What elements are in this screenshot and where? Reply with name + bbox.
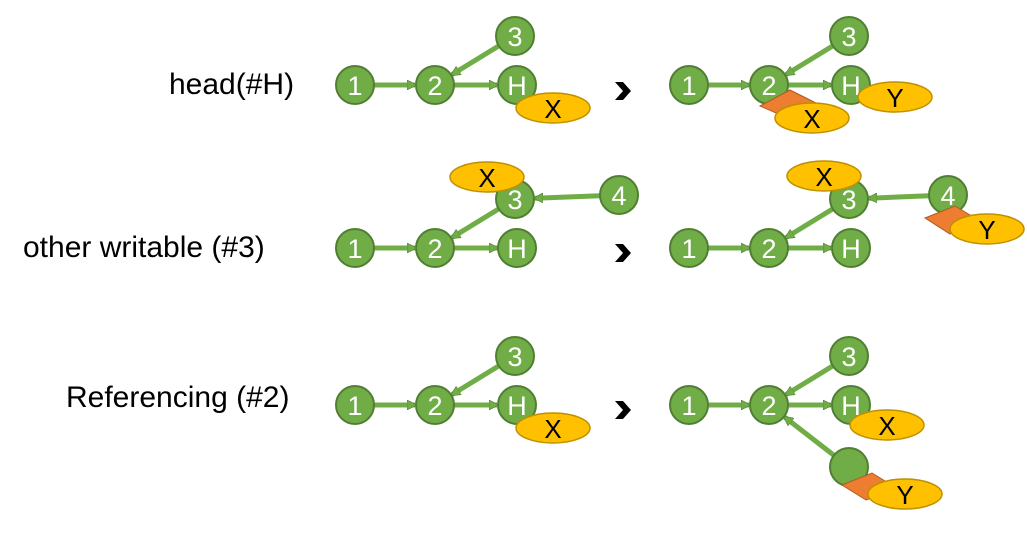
svg-text:2: 2 xyxy=(761,71,776,101)
row3-before-node-h: H xyxy=(497,385,537,425)
row1-before-node-1: 1 xyxy=(335,65,375,105)
svg-text:H: H xyxy=(507,391,527,421)
row3-after-node-2: 2 xyxy=(749,385,789,425)
row3-after-edge-3-2 xyxy=(786,363,835,397)
row-label-other-writable: other writable (#3) xyxy=(23,231,265,264)
svg-text:Y: Y xyxy=(978,215,995,245)
svg-text:4: 4 xyxy=(611,181,626,211)
svg-text:4: 4 xyxy=(940,181,955,211)
svg-text:2: 2 xyxy=(427,391,442,421)
svg-text:1: 1 xyxy=(347,391,362,421)
row3-after-oval-y: Y xyxy=(867,478,943,510)
svg-text:H: H xyxy=(507,234,527,264)
row2-before-node-h: H xyxy=(497,228,537,268)
svg-text:3: 3 xyxy=(507,185,522,215)
row3-after-oval-x: X xyxy=(849,409,925,441)
svg-text:X: X xyxy=(544,414,561,444)
row2-before-node-2: 2 xyxy=(415,228,455,268)
svg-text:X: X xyxy=(803,104,820,134)
row2-after-edge-4-3 xyxy=(869,196,930,198)
row2-after-node-2: 2 xyxy=(749,228,789,268)
row1-before-oval-x: X xyxy=(515,92,591,124)
row1-before-node-3: 3 xyxy=(495,16,535,56)
row2-before-oval-x: X xyxy=(449,161,525,193)
row2-before-node-1: 1 xyxy=(335,228,375,268)
row2-after-node-h: H xyxy=(831,228,871,268)
row1-before-node-h: H xyxy=(497,65,537,105)
row3-before-oval-x: X xyxy=(515,412,591,444)
svg-text:3: 3 xyxy=(841,22,856,52)
svg-text:Y: Y xyxy=(886,83,903,113)
svg-text:3: 3 xyxy=(841,342,856,372)
svg-text:3: 3 xyxy=(507,342,522,372)
svg-text:H: H xyxy=(507,71,527,101)
row-label-referencing: Referencing (#2) xyxy=(66,381,290,414)
svg-text:X: X xyxy=(544,94,561,124)
svg-text:X: X xyxy=(878,411,895,441)
svg-text:3: 3 xyxy=(841,185,856,215)
row2-after-edge-3-2 xyxy=(786,206,835,240)
svg-text:H: H xyxy=(841,391,861,421)
row2-before-edge-3-2 xyxy=(452,206,501,240)
row3-after-node-1: 1 xyxy=(669,385,709,425)
row3-after-node-3: 3 xyxy=(829,336,869,376)
row1-after-node-1: 1 xyxy=(669,65,709,105)
svg-text:2: 2 xyxy=(761,234,776,264)
row2-after-oval-x: X xyxy=(786,160,862,192)
svg-text:H: H xyxy=(841,71,861,101)
row3-after-edge-new-2 xyxy=(785,415,836,458)
row1-transition-arrow xyxy=(615,82,631,100)
row2-after-node-1: 1 xyxy=(669,228,709,268)
svg-text:2: 2 xyxy=(427,234,442,264)
row1-after-edge-3-2 xyxy=(786,43,835,77)
svg-text:X: X xyxy=(478,163,495,193)
row2-transition-arrow xyxy=(615,244,631,262)
row2-after-oval-y: Y xyxy=(949,213,1025,245)
row2-before-node-4: 4 xyxy=(599,175,639,215)
row-label-head: head(#H) xyxy=(169,68,295,101)
row1-after-node-3: 3 xyxy=(829,16,869,56)
svg-text:1: 1 xyxy=(681,71,696,101)
row1-before-edge-3-2 xyxy=(452,43,501,77)
svg-text:1: 1 xyxy=(681,391,696,421)
svg-text:Y: Y xyxy=(896,480,913,510)
svg-text:2: 2 xyxy=(427,71,442,101)
svg-text:3: 3 xyxy=(507,22,522,52)
svg-text:H: H xyxy=(841,234,861,264)
row3-transition-arrow xyxy=(615,401,631,419)
row3-before-node-1: 1 xyxy=(335,385,375,425)
row1-before-node-2: 2 xyxy=(415,65,455,105)
row1-after-oval-y: Y xyxy=(857,81,933,113)
svg-text:1: 1 xyxy=(347,71,362,101)
row3-before-node-2: 2 xyxy=(415,385,455,425)
svg-text:1: 1 xyxy=(681,234,696,264)
svg-text:1: 1 xyxy=(347,234,362,264)
row1-after-node-2: 2 xyxy=(749,65,789,105)
row2-before-edge-4-3 xyxy=(535,196,601,199)
row3-before-edge-3-2 xyxy=(452,363,501,397)
svg-text:X: X xyxy=(815,162,832,192)
row1-after-oval-x: X xyxy=(774,102,850,134)
svg-text:2: 2 xyxy=(761,391,776,421)
row3-before-node-3: 3 xyxy=(495,336,535,376)
